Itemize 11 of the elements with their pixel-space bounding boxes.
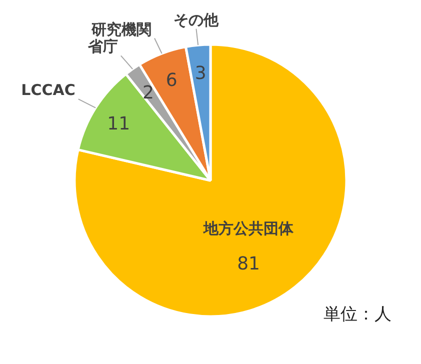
data-label: 6 (166, 70, 178, 91)
slice-label: 地方公共団体 (202, 219, 295, 238)
slice-label: その他 (174, 10, 220, 29)
slice-label: 研究機関 (90, 20, 152, 38)
data-label: 3 (194, 63, 206, 84)
slice-label: LCCAC (21, 81, 76, 100)
text: 単位：人 (324, 304, 392, 324)
data-label: 2 (142, 82, 154, 104)
data-label: 81 (237, 253, 260, 274)
data-label: 11 (107, 113, 130, 134)
slice-label: 省庁 (86, 38, 118, 56)
